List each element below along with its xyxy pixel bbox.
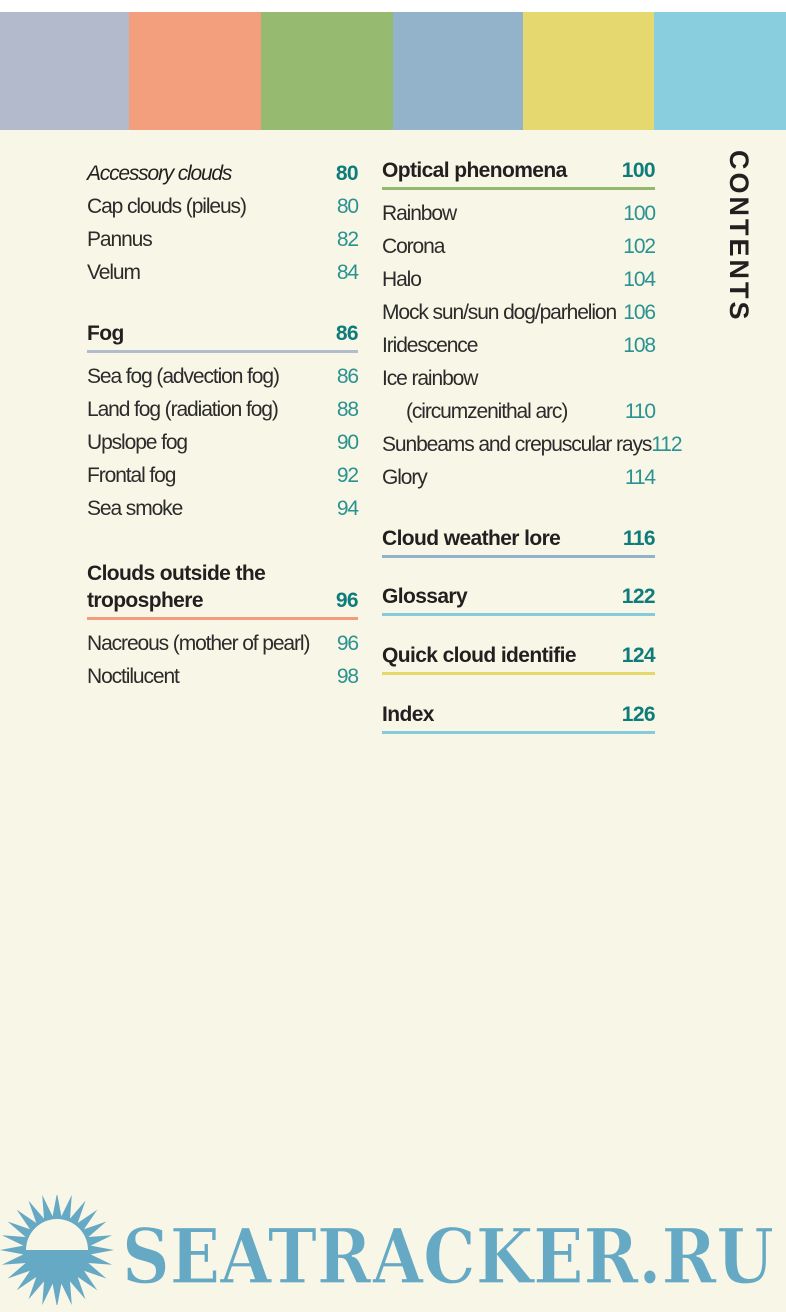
section-page-number: 116 xyxy=(622,527,656,550)
watermark-logo: SEATRACKER.RU xyxy=(0,1195,775,1305)
entry-title: Iridescence xyxy=(382,333,478,357)
contents-entry[interactable]: Nacreous (mother of pearl) 96 xyxy=(87,627,359,660)
entry-page-number: 108 xyxy=(623,333,656,357)
entry-page-number: 84 xyxy=(336,260,359,284)
entry-title: Glory xyxy=(382,465,428,489)
contents-entry[interactable]: Sea smoke 94 xyxy=(87,492,359,525)
section-heading[interactable]: Fog 86 xyxy=(87,320,359,353)
contents-column-right: Optical phenomena 100 Rainbow 100 Corona 102 H… xyxy=(382,157,683,734)
entry-title: Halo xyxy=(382,267,422,291)
entry-title: Pannus xyxy=(87,227,153,251)
entry-page-number: 90 xyxy=(336,430,359,454)
section-heading[interactable]: Cloud weather lore 116 xyxy=(382,525,656,558)
contents-entry[interactable]: Ice rainbow xyxy=(382,362,655,395)
side-title: CONTENTS xyxy=(724,150,754,323)
section-heading[interactable]: Quick cloud identifie 124 xyxy=(382,642,656,675)
entry-page-number: 80 xyxy=(336,194,359,218)
contents-entry[interactable]: Halo 104 xyxy=(382,263,656,296)
section-page-number: 126 xyxy=(621,703,656,726)
contents-entry[interactable]: Velum 84 xyxy=(87,256,359,289)
entry-title: Velum xyxy=(87,260,141,284)
contents-entry[interactable]: Sea fog (advection fog) 86 xyxy=(87,360,359,393)
entry-page-number: 98 xyxy=(336,664,359,688)
section-title: Glossary xyxy=(382,585,468,608)
color-tab-2 xyxy=(129,12,261,130)
contents-entry[interactable]: Mock sun/sun dog/parhelion 106 xyxy=(382,296,656,329)
section-page-number: 96 xyxy=(335,589,359,612)
entry-title: Upslope fog xyxy=(87,430,188,454)
entry-page-number: 94 xyxy=(336,496,359,520)
top-margin xyxy=(0,0,786,12)
color-tab-6 xyxy=(654,12,786,130)
entry-page-number: 110 xyxy=(624,399,656,423)
section-title: Fog xyxy=(87,322,124,345)
entry-page-number: 88 xyxy=(336,397,359,421)
section-page-number: 100 xyxy=(621,159,656,182)
entry-page-number: 86 xyxy=(336,364,359,388)
watermark-text: SEATRACKER.RU xyxy=(122,1212,774,1301)
entry-page-number: 102 xyxy=(623,234,656,258)
entry-title: Sunbeams and crepuscular rays xyxy=(382,432,652,456)
section-page-number: 122 xyxy=(621,585,656,608)
entry-title: (circumzenithal arc) xyxy=(406,399,568,423)
sun-icon xyxy=(0,1195,114,1305)
section-title: Accessory clouds xyxy=(87,162,232,185)
section-page-number: 86 xyxy=(335,322,359,345)
section-title: Index xyxy=(382,703,434,726)
section-title: Cloud weather lore xyxy=(382,527,561,550)
entry-page-number: 112 xyxy=(651,432,682,456)
entry-page-number: 92 xyxy=(336,463,359,487)
contents-entry[interactable]: Cap clouds (pileus) 80 xyxy=(87,190,359,223)
entry-title: Cap clouds (pileus) xyxy=(87,194,247,218)
entry-page-number: 100 xyxy=(623,201,656,225)
section-page-number: 80 xyxy=(335,162,359,185)
contents-entry[interactable]: Frontal fog 92 xyxy=(87,459,359,492)
contents-entry[interactable]: Glory 114 xyxy=(382,461,656,494)
section-title: Clouds outside the troposphere xyxy=(87,562,266,612)
contents-entry[interactable]: Sunbeams and crepuscular rays 112 xyxy=(382,428,683,461)
contents-entry[interactable]: Upslope fog 90 xyxy=(87,426,359,459)
section-title: Optical phenomena xyxy=(382,159,567,182)
section-heading[interactable]: Accessory clouds 80 xyxy=(87,157,359,190)
contents-entry[interactable]: Noctilucent 98 xyxy=(87,660,359,693)
entry-title: Noctilucent xyxy=(87,664,180,688)
color-tab-5 xyxy=(523,12,654,130)
color-tab-1 xyxy=(0,12,129,130)
section-page-number: 124 xyxy=(621,644,656,667)
entry-title: Rainbow xyxy=(382,201,457,225)
section-heading[interactable]: Index 126 xyxy=(382,701,656,734)
entry-title: Sea fog (advection fog) xyxy=(87,364,280,388)
entry-title: Corona xyxy=(382,234,445,258)
color-tab-4 xyxy=(393,12,523,130)
contents-entry[interactable]: Pannus 82 xyxy=(87,223,359,256)
entry-title: Mock sun/sun dog/parhelion xyxy=(382,300,617,324)
contents-column-left: Accessory clouds 80 Cap clouds (pileus) 80 P… xyxy=(87,157,359,693)
entry-page-number: 82 xyxy=(336,227,359,251)
entry-title: Ice rainbow xyxy=(382,366,478,390)
entry-title: Land fog (radiation fog) xyxy=(87,397,279,421)
section-heading[interactable]: Clouds outside the troposphere 96 xyxy=(87,560,359,620)
contents-entry[interactable]: Rainbow 100 xyxy=(382,197,656,230)
section-heading[interactable]: Glossary 122 xyxy=(382,583,656,616)
entry-page-number: 106 xyxy=(623,300,656,324)
entry-page-number: 104 xyxy=(623,267,656,291)
contents-entry[interactable]: (circumzenithal arc) 110 xyxy=(382,395,656,428)
contents-entry[interactable]: Iridescence 108 xyxy=(382,329,656,362)
contents-entry[interactable]: Corona 102 xyxy=(382,230,656,263)
contents-entry[interactable]: Land fog (radiation fog) 88 xyxy=(87,393,359,426)
entry-page-number: 114 xyxy=(624,465,656,489)
entry-page-number: 96 xyxy=(336,631,359,655)
entry-title: Frontal fog xyxy=(87,463,176,487)
section-heading[interactable]: Optical phenomena 100 xyxy=(382,157,656,190)
entry-title: Sea smoke xyxy=(87,496,183,520)
color-tab-3 xyxy=(261,12,393,130)
entry-title: Nacreous (mother of pearl) xyxy=(87,631,310,655)
section-title: Quick cloud identifie xyxy=(382,644,577,667)
